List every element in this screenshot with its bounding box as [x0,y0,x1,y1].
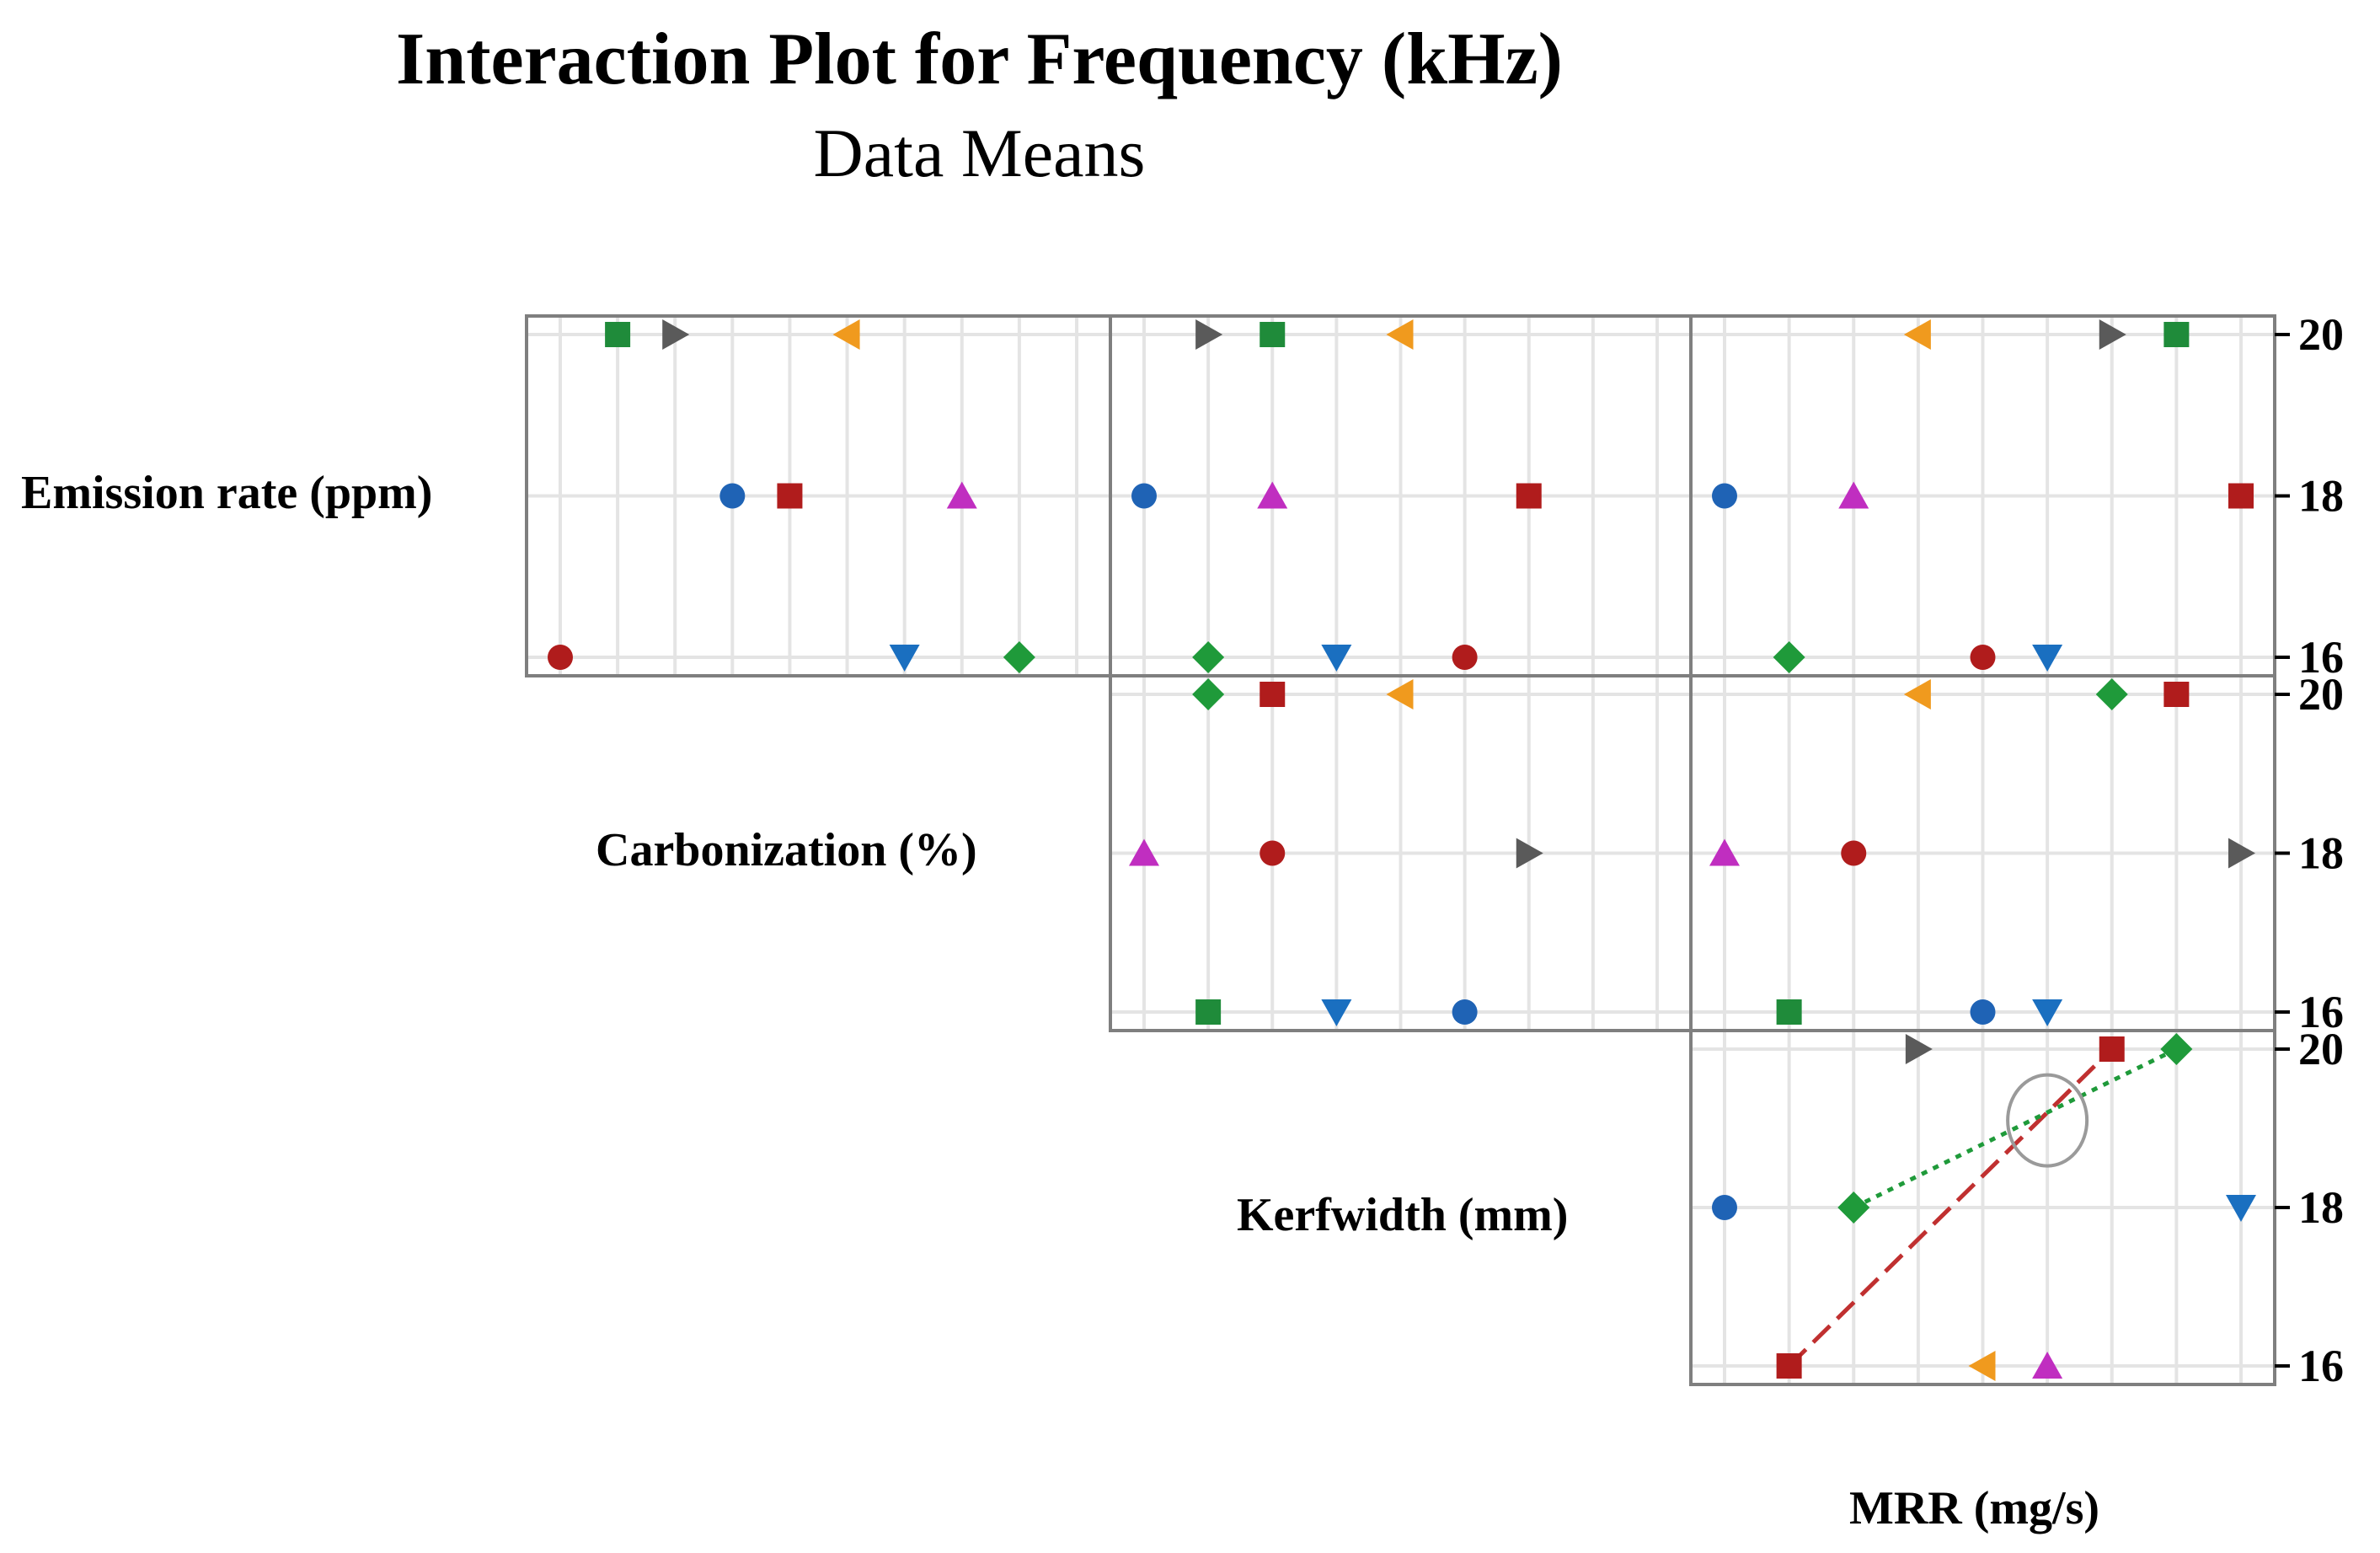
data-point-tri-up [1129,838,1159,866]
data-point-tri-up [946,481,977,509]
data-point-diamond [2095,678,2128,710]
data-point-tri-down [2226,1195,2256,1222]
data-point-circle [1970,645,1996,670]
data-point-tri-up [2032,1352,2063,1379]
data-point-square [1516,483,1542,509]
data-point-circle [1712,483,1737,509]
data-point-square [2099,1036,2125,1062]
data-point-tri-right [1516,838,1543,869]
y-tick-label: 20 [2298,669,2344,720]
data-point-square [777,483,803,509]
series-line-red-dashed [1787,1047,2114,1368]
data-point-square [2163,322,2190,347]
data-point-diamond [1192,641,1225,673]
series-line-green-dotted [1853,1047,2178,1210]
y-tick-label: 16 [2298,632,2344,683]
data-point-tri-left [832,319,860,350]
data-point-circle [548,645,573,670]
y-tick-label: 16 [2298,1341,2344,1391]
data-point-square [1260,322,1286,347]
data-point-circle [1452,645,1478,670]
data-point-tri-right [2099,319,2126,350]
y-tick-label: 20 [2298,309,2344,360]
y-tick-label: 18 [2298,471,2344,522]
data-point-diamond [1003,641,1035,673]
data-point-square [605,322,631,347]
data-point-tri-up [1257,481,1288,509]
data-point-square [1195,999,1222,1025]
intersection-ellipse [2006,1073,2089,1168]
chart-subtitle: Data Means [813,115,1146,191]
data-point-diamond [1837,1192,1870,1224]
data-point-tri-right [662,319,690,350]
data-point-tri-right [1905,1034,1933,1064]
data-point-tri-up [1838,481,1869,509]
data-point-tri-down [1321,645,1352,672]
data-point-circle [1131,483,1157,509]
y-tick-label: 20 [2298,1024,2344,1074]
data-point-square [1776,1353,1802,1379]
x-axis-label: MRR (mg/s) [1849,1482,2100,1534]
data-point-tri-left [1386,679,1414,710]
data-point-square [2163,682,2190,707]
data-point-diamond [1773,641,1805,673]
data-point-circle [1452,999,1478,1025]
data-point-circle [1841,840,1867,866]
data-point-circle [1260,840,1286,866]
row-label-kerfwidth: Kerfwidth (mm) [1237,1189,1569,1241]
data-point-tri-left [1903,679,1931,710]
data-point-tri-down [1321,999,1352,1026]
data-point-circle [1712,1195,1737,1220]
data-point-square [2228,483,2254,509]
data-point-diamond [2160,1033,2193,1065]
data-point-tri-left [1903,319,1931,350]
data-point-tri-down [2032,999,2063,1026]
data-point-tri-right [1195,319,1223,350]
row-label-emission-rate: Emission rate (ppm) [21,467,433,519]
data-point-tri-left [1968,1351,1996,1381]
chart-title: Interaction Plot for Frequency (kHz) [396,19,1563,100]
data-point-square [1776,999,1802,1025]
data-point-circle [1970,999,1996,1025]
data-point-square [1260,682,1286,707]
y-tick-label: 18 [2298,828,2344,879]
data-point-tri-up [1709,838,1740,866]
data-point-tri-left [1386,319,1414,350]
data-point-tri-right [2228,838,2255,869]
data-point-tri-down [889,645,920,672]
row-label-carbonization: Carbonization (%) [596,824,977,876]
y-tick-label: 16 [2298,987,2344,1037]
data-point-diamond [1192,678,1225,710]
data-point-circle [719,483,746,509]
y-tick-label: 18 [2298,1182,2344,1233]
data-point-tri-down [2032,645,2063,672]
